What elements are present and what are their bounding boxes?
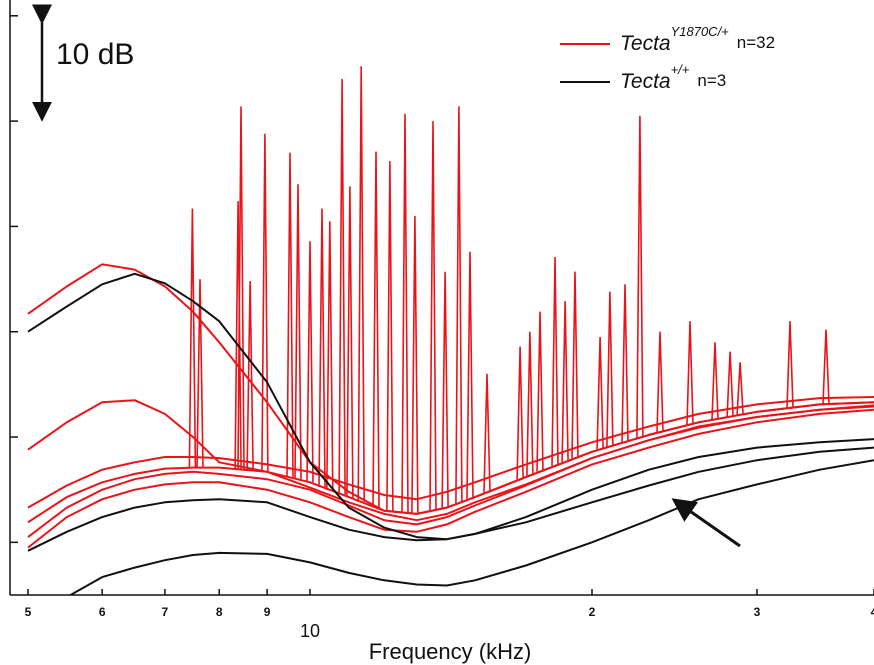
legend-text: Tecta <box>620 70 671 93</box>
legend-text: Tecta <box>620 32 671 55</box>
series-line <box>27 408 874 549</box>
series-line <box>27 446 874 552</box>
resonance-peak <box>621 284 629 443</box>
resonance-peak <box>561 301 569 463</box>
resonance-peak <box>237 106 245 470</box>
x-tick-label: 9 <box>264 605 271 619</box>
x-axis-title: Frequency (kHz) <box>369 639 532 664</box>
resonance-peak <box>466 251 474 499</box>
resonance-peak <box>372 151 380 508</box>
x-tick-label: 7 <box>162 605 169 619</box>
resonance-peak <box>571 271 579 459</box>
x-tick-label: 8 <box>216 605 223 619</box>
resonance-peak <box>786 321 794 408</box>
resonance-peak <box>326 221 334 490</box>
x-tick-label: 2 <box>589 605 596 619</box>
resonance-peak <box>306 241 314 483</box>
legend-text: +/+ <box>671 62 690 77</box>
x-tick-label: 4 <box>871 605 874 619</box>
x-tick-label: 10 <box>300 621 320 641</box>
series-line <box>27 396 874 509</box>
legend-text: Y1870C/+ <box>671 24 730 39</box>
resonance-peak <box>286 152 294 478</box>
resonance-peak <box>526 331 534 476</box>
scale-bar-label: 10 dB <box>56 38 134 71</box>
resonance-peak <box>516 346 524 480</box>
x-tick-label: 6 <box>99 605 106 619</box>
resonance-peak <box>636 115 644 438</box>
resonance-peak <box>338 78 346 495</box>
resonance-peak <box>234 201 242 470</box>
legend-text: n=3 <box>697 71 726 90</box>
resonance-peak <box>686 321 694 425</box>
resonance-peak <box>318 208 326 487</box>
series-line <box>27 263 874 515</box>
resonance-peak <box>711 342 719 420</box>
resonance-peak <box>483 373 491 493</box>
legend-text: n=32 <box>737 33 775 52</box>
resonance-peak <box>726 351 734 417</box>
resonance-peak <box>357 66 365 502</box>
resonance-peak <box>441 271 449 509</box>
resonance-peak <box>411 215 419 514</box>
plot-area <box>27 66 874 595</box>
resonance-peak <box>196 279 204 468</box>
legend-label: Tecta+/+ n=3 <box>620 62 726 92</box>
resonance-peak <box>822 329 830 405</box>
resonance-peak <box>429 121 437 511</box>
resonance-peak <box>596 336 604 450</box>
resonance-peak <box>294 184 302 480</box>
series-line <box>27 272 874 541</box>
resonance-peak <box>606 291 614 447</box>
annotation-arrow <box>671 498 741 548</box>
resonance-peak <box>246 281 254 471</box>
resonance-peak <box>736 362 744 415</box>
x-tick-label: 5 <box>25 605 32 619</box>
resonance-peak <box>536 311 544 472</box>
resonance-peak <box>188 208 197 468</box>
resonance-peak <box>401 113 409 513</box>
legend-label: TectaY1870C/+ n=32 <box>620 24 775 54</box>
resonance-peak <box>551 256 559 466</box>
resonance-peak <box>656 331 664 433</box>
resonance-peak <box>346 186 354 498</box>
resonance-peak <box>386 161 394 512</box>
x-tick-label: 3 <box>754 605 761 619</box>
series-line <box>27 404 874 538</box>
resonance-peak <box>261 133 269 472</box>
resonance-peak <box>455 106 463 504</box>
series-line <box>68 459 874 595</box>
